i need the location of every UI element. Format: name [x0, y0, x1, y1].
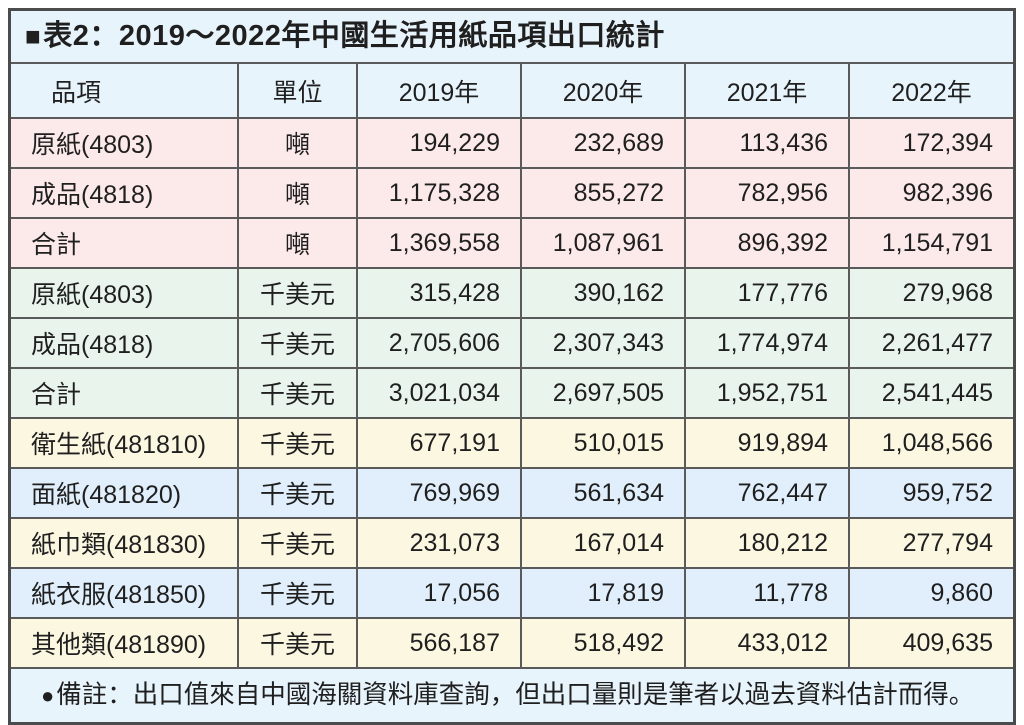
value-cell: 279,968	[848, 267, 1013, 319]
value-cell: 919,894	[684, 417, 850, 469]
value-cell: 2,261,477	[848, 317, 1013, 369]
unit-cell: 噸	[237, 117, 358, 169]
square-bullet-icon: ■	[25, 21, 42, 51]
item-cell: 合計	[11, 217, 239, 269]
table-body: 原紙(4803) 噸 194,229 232,689 113,436 172,394 成品(…	[11, 117, 1013, 667]
unit-cell: 千美元	[237, 367, 358, 419]
value-cell: 1,952,751	[684, 367, 850, 419]
unit-cell: 千美元	[237, 567, 358, 619]
value-cell: 315,428	[356, 267, 522, 319]
column-header-3: 2020年	[520, 64, 686, 119]
table-title-text: 表2：2019～2022年中國生活用紙品項出口統計	[43, 20, 665, 52]
table-row: 衛生紙(481810) 千美元 677,191 510,015 919,894 1,048…	[11, 417, 1013, 469]
statistics-table: ■表2：2019～2022年中國生活用紙品項出口統計 品項 單位 2019年 2020…	[8, 8, 1016, 725]
value-cell: 1,175,328	[356, 167, 522, 219]
item-cell: 成品(4818)	[11, 317, 239, 369]
value-cell: 1,369,558	[356, 217, 522, 269]
value-cell: 409,635	[848, 617, 1013, 667]
value-cell: 1,774,974	[684, 317, 850, 369]
column-header-4: 2021年	[684, 64, 850, 119]
item-cell: 成品(4818)	[11, 167, 239, 219]
value-cell: 11,778	[684, 567, 850, 619]
table-row: 合計噸 1,369,558 1,087,961 896,392 1,154,791	[11, 217, 1013, 269]
value-cell: 566,187	[356, 617, 522, 667]
value-cell: 959,752	[848, 467, 1013, 519]
unit-cell: 千美元	[237, 617, 358, 667]
unit-cell: 千美元	[237, 267, 358, 319]
circle-bullet-icon: ●	[41, 683, 55, 708]
header-row: 品項 單位 2019年 2020年 2021年 2022年	[11, 64, 1013, 119]
value-cell: 510,015	[520, 417, 686, 469]
value-cell: 17,056	[356, 567, 522, 619]
table-row: 其他類(481890) 千美元 566,187 518,492 433,012 409,6…	[11, 617, 1013, 667]
value-cell: 1,048,566	[848, 417, 1013, 469]
item-cell: 原紙(4803)	[11, 117, 239, 169]
unit-cell: 千美元	[237, 417, 358, 469]
value-cell: 782,956	[684, 167, 850, 219]
item-cell: 原紙(4803)	[11, 267, 239, 319]
unit-cell: 千美元	[237, 467, 358, 519]
footnote-text: 備註：出口值來自中國海關資料庫查詢，但出口量則是筆者以過去資料估計而得。	[56, 681, 975, 709]
value-cell: 3,021,034	[356, 367, 522, 419]
value-cell: 194,229	[356, 117, 522, 169]
column-header-5: 2022年	[848, 64, 1013, 119]
table-row: 原紙(4803) 千美元 315,428 390,162 177,776 279,968	[11, 267, 1013, 319]
column-header-2: 2019年	[356, 64, 522, 119]
table-row: 成品(4818) 千美元 2,705,606 2,307,343 1,774,974 2,…	[11, 317, 1013, 369]
value-cell: 769,969	[356, 467, 522, 519]
unit-cell: 千美元	[237, 317, 358, 369]
column-header-1: 單位	[237, 64, 358, 119]
item-cell: 衛生紙(481810)	[11, 417, 239, 469]
value-cell: 17,819	[520, 567, 686, 619]
table-row: 成品(4818) 噸 1,175,328 855,272 782,956 982,396	[11, 167, 1013, 219]
value-cell: 855,272	[520, 167, 686, 219]
column-header-0: 品項	[11, 64, 239, 119]
value-cell: 167,014	[520, 517, 686, 569]
value-cell: 1,087,961	[520, 217, 686, 269]
value-cell: 1,154,791	[848, 217, 1013, 269]
value-cell: 180,212	[684, 517, 850, 569]
unit-cell: 千美元	[237, 517, 358, 569]
value-cell: 277,794	[848, 517, 1013, 569]
table-row: 合計 千美元 3,021,034 2,697,505 1,952,751 2,541,44…	[11, 367, 1013, 419]
item-cell: 合計	[11, 367, 239, 419]
table-row: 原紙(4803) 噸 194,229 232,689 113,436 172,394	[11, 117, 1013, 169]
item-cell: 面紙(481820)	[11, 467, 239, 519]
value-cell: 2,705,606	[356, 317, 522, 369]
table-header: 品項 單位 2019年 2020年 2021年 2022年	[11, 64, 1013, 119]
value-cell: 232,689	[520, 117, 686, 169]
value-cell: 2,307,343	[520, 317, 686, 369]
value-cell: 177,776	[684, 267, 850, 319]
value-cell: 677,191	[356, 417, 522, 469]
item-cell: 紙巾類(481830)	[11, 517, 239, 569]
table-row: 紙衣服(481850) 千美元 17,056 17,819 11,778 9,860	[11, 567, 1013, 619]
value-cell: 433,012	[684, 617, 850, 667]
table-title: ■表2：2019～2022年中國生活用紙品項出口統計	[11, 11, 1013, 64]
item-cell: 其他類(481890)	[11, 617, 239, 667]
table-row: 紙巾類(481830) 千美元 231,073 167,014 180,212 277,7…	[11, 517, 1013, 569]
value-cell: 231,073	[356, 517, 522, 569]
value-cell: 762,447	[684, 467, 850, 519]
value-cell: 113,436	[684, 117, 850, 169]
value-cell: 390,162	[520, 267, 686, 319]
table-row: 面紙(481820) 千美元 769,969 561,634 762,447 959,75…	[11, 467, 1013, 519]
value-cell: 2,541,445	[848, 367, 1013, 419]
value-cell: 518,492	[520, 617, 686, 667]
value-cell: 896,392	[684, 217, 850, 269]
value-cell: 2,697,505	[520, 367, 686, 419]
value-cell: 982,396	[848, 167, 1013, 219]
export-data-table: 品項 單位 2019年 2020年 2021年 2022年 原紙(4803) 噸 194,22…	[11, 64, 1013, 667]
value-cell: 172,394	[848, 117, 1013, 169]
value-cell: 561,634	[520, 467, 686, 519]
table-footnote: ●備註：出口值來自中國海關資料庫查詢，但出口量則是筆者以過去資料估計而得。	[11, 667, 1013, 722]
value-cell: 9,860	[848, 567, 1013, 619]
item-cell: 紙衣服(481850)	[11, 567, 239, 619]
unit-cell: 噸	[237, 167, 358, 219]
unit-cell: 噸	[237, 217, 358, 269]
